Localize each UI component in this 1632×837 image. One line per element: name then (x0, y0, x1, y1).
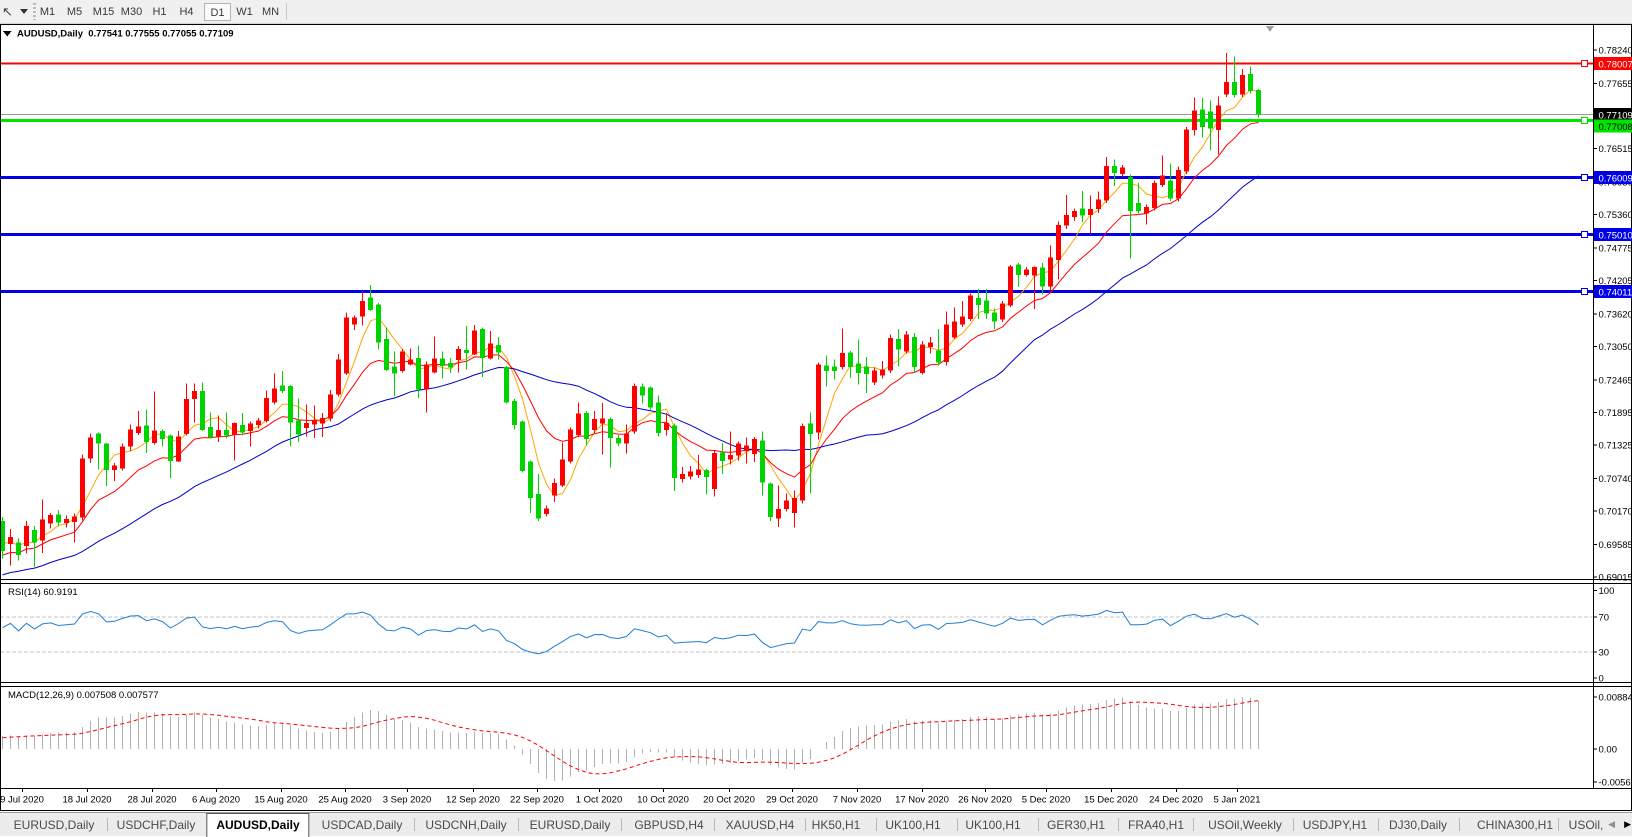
svg-text:0.71895: 0.71895 (1599, 408, 1632, 419)
svg-text:0.69015: 0.69015 (1599, 573, 1632, 584)
svg-text:30: 30 (1599, 648, 1610, 659)
svg-text:5 Dec 2020: 5 Dec 2020 (1022, 795, 1071, 806)
svg-text:0.71325: 0.71325 (1599, 441, 1632, 452)
svg-text:10 Oct 2020: 10 Oct 2020 (637, 795, 689, 806)
svg-text:15 Dec 2020: 15 Dec 2020 (1084, 795, 1138, 806)
svg-text:0.73050: 0.73050 (1599, 342, 1632, 353)
svg-text:0.76009: 0.76009 (1599, 174, 1632, 185)
svg-text:0.72465: 0.72465 (1599, 376, 1632, 387)
svg-text:AUDUSD,Daily 0.77541 0.77555: AUDUSD,Daily 0.77541 0.77555 0.77055 0.7… (17, 29, 234, 40)
svg-text:0.74775: 0.74775 (1599, 244, 1632, 255)
svg-text:0.77008: 0.77008 (1599, 122, 1632, 133)
svg-text:0.69585: 0.69585 (1599, 540, 1632, 551)
svg-text:0.78007: 0.78007 (1599, 59, 1632, 70)
svg-text:24 Dec 2020: 24 Dec 2020 (1149, 795, 1203, 806)
svg-text:0.76515: 0.76515 (1599, 144, 1632, 155)
svg-text:0.70740: 0.70740 (1599, 474, 1632, 485)
svg-text:1 Oct 2020: 1 Oct 2020 (576, 795, 622, 806)
svg-text:0.77655: 0.77655 (1599, 79, 1632, 90)
svg-text:0.75010: 0.75010 (1599, 231, 1632, 242)
svg-text:0.73620: 0.73620 (1599, 310, 1632, 321)
svg-text:0.70170: 0.70170 (1599, 507, 1632, 518)
svg-text:0.74011: 0.74011 (1599, 288, 1632, 299)
svg-text:26 Nov 2020: 26 Nov 2020 (958, 795, 1012, 806)
svg-text:29 Oct 2020: 29 Oct 2020 (766, 795, 818, 806)
svg-text:0.75360: 0.75360 (1599, 210, 1632, 221)
svg-text:100: 100 (1599, 586, 1615, 597)
svg-text:0.00: 0.00 (1599, 744, 1618, 755)
svg-text:12 Sep 2020: 12 Sep 2020 (446, 795, 500, 806)
svg-text:15 Aug 2020: 15 Aug 2020 (254, 795, 307, 806)
svg-text:22 Sep 2020: 22 Sep 2020 (510, 795, 564, 806)
svg-text:RSI(14) 60.9191: RSI(14) 60.9191 (8, 587, 78, 598)
svg-text:0.00884: 0.00884 (1599, 692, 1632, 703)
svg-text:MACD(12,26,9) 0.007508 0.00757: MACD(12,26,9) 0.007508 0.007577 (8, 690, 159, 701)
svg-text:20 Oct 2020: 20 Oct 2020 (703, 795, 755, 806)
svg-text:9 Jul 2020: 9 Jul 2020 (0, 795, 44, 806)
svg-text:3 Sep 2020: 3 Sep 2020 (383, 795, 432, 806)
svg-text:0: 0 (1599, 674, 1604, 685)
svg-text:18 Jul 2020: 18 Jul 2020 (62, 795, 111, 806)
svg-text:17 Nov 2020: 17 Nov 2020 (895, 795, 949, 806)
svg-text:28 Jul 2020: 28 Jul 2020 (127, 795, 176, 806)
svg-text:25 Aug 2020: 25 Aug 2020 (318, 795, 371, 806)
svg-text:6 Aug 2020: 6 Aug 2020 (192, 795, 240, 806)
svg-text:5 Jan 2021: 5 Jan 2021 (1213, 795, 1260, 806)
svg-text:7 Nov 2020: 7 Nov 2020 (833, 795, 882, 806)
svg-text:70: 70 (1599, 613, 1610, 624)
svg-text:-0.00565: -0.00565 (1599, 778, 1632, 789)
svg-text:0.78240: 0.78240 (1599, 46, 1632, 57)
